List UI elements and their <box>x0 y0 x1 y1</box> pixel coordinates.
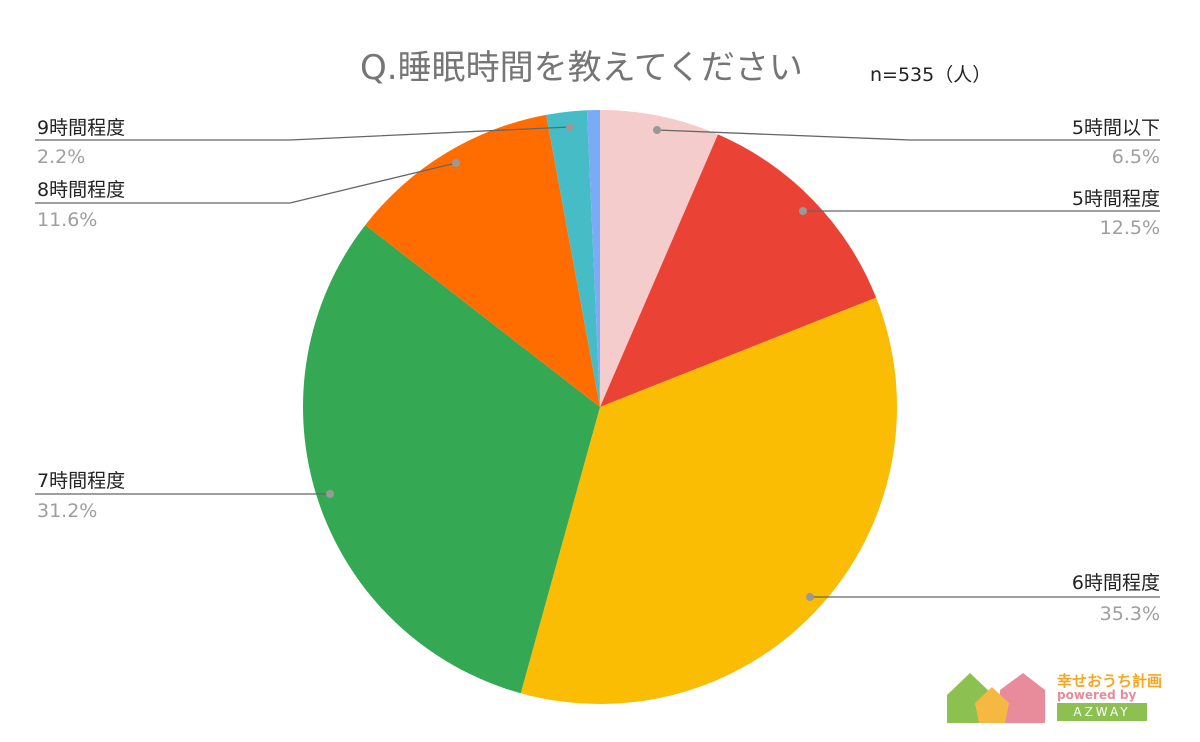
pie-slice-0 <box>600 110 718 407</box>
label-9h: 9時間程度 <box>37 117 126 139</box>
label-6h: 6時間程度 <box>1071 572 1160 594</box>
label-5h: 5時間程度 <box>1071 188 1160 210</box>
leader-dot-1 <box>799 207 807 215</box>
pct-7h: 31.2% <box>37 500 98 522</box>
pie-slice-5 <box>546 110 600 407</box>
leader-dot-5 <box>566 123 574 131</box>
leader-line-0 <box>656 129 1160 141</box>
label-8h: 8時間程度 <box>37 179 126 201</box>
logo-powered: powered by <box>1057 688 1137 702</box>
leader-dot-0 <box>653 126 661 134</box>
leader-dot-2 <box>806 593 814 601</box>
label-7h: 7時間程度 <box>37 470 126 492</box>
logo-brand: AZWAY <box>1057 703 1147 721</box>
pct-5h-or-less: 6.5% <box>1111 146 1160 168</box>
sample-size: n=535（人） <box>870 64 992 86</box>
logo: 幸せおうち計画 powered by AZWAY <box>945 665 1175 725</box>
pct-5h: 12.5% <box>1099 217 1160 239</box>
pie-slice-6 <box>586 110 600 407</box>
pie-slice-1 <box>600 134 877 407</box>
pie-slice-4 <box>365 114 600 407</box>
houses-logo-icon <box>947 673 1045 723</box>
pct-6h: 35.3% <box>1099 603 1160 625</box>
chart-title: Q.睡眠時間を教えてください <box>360 48 803 88</box>
logo-name: 幸せおうち計画 <box>1057 672 1163 690</box>
leader-dot-3 <box>326 490 334 498</box>
leader-line-5 <box>35 126 571 141</box>
label-5h-or-less: 5時間以下 <box>1071 117 1160 139</box>
leader-line-4 <box>35 162 457 204</box>
pie-slice-2 <box>520 297 897 704</box>
pie-slice-3 <box>303 224 600 694</box>
leader-dot-4 <box>452 159 460 167</box>
pct-9h: 2.2% <box>37 146 86 168</box>
pct-8h: 11.6% <box>37 209 98 231</box>
